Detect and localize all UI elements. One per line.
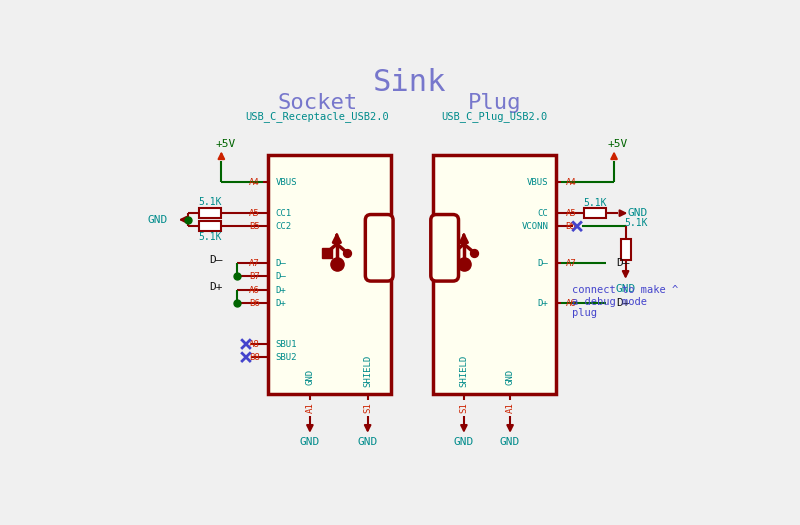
Text: CC2: CC2 — [275, 222, 291, 231]
Text: CC: CC — [538, 208, 549, 218]
Text: 5.1K: 5.1K — [625, 218, 648, 228]
Text: SHIELD: SHIELD — [459, 355, 469, 387]
Bar — [199, 208, 221, 218]
Text: SBU1: SBU1 — [275, 340, 297, 349]
Text: A6: A6 — [249, 286, 260, 295]
FancyBboxPatch shape — [366, 215, 393, 281]
Text: USB_C_Receptacle_USB2.0: USB_C_Receptacle_USB2.0 — [246, 111, 390, 122]
Text: A7: A7 — [566, 259, 576, 268]
Text: GND: GND — [358, 437, 378, 447]
Text: B6: B6 — [249, 299, 260, 308]
Text: A4: A4 — [249, 178, 260, 187]
Text: D–: D– — [616, 258, 630, 268]
Text: D+: D+ — [538, 299, 549, 308]
Text: Sink: Sink — [374, 68, 446, 97]
Text: a debug mode: a debug mode — [572, 297, 646, 307]
Text: B5: B5 — [249, 222, 260, 231]
Text: D–: D– — [275, 259, 286, 268]
Text: B7: B7 — [249, 272, 260, 281]
Bar — [199, 221, 221, 231]
Bar — [584, 208, 606, 218]
Text: D–: D– — [538, 259, 549, 268]
Text: GND: GND — [454, 437, 474, 447]
Text: GND: GND — [615, 285, 636, 295]
Text: B5: B5 — [566, 222, 576, 231]
Text: 5.1K: 5.1K — [583, 198, 606, 208]
Text: 5.1K: 5.1K — [198, 197, 222, 207]
Text: GND: GND — [300, 437, 320, 447]
Text: 5.1K: 5.1K — [198, 232, 222, 242]
Bar — [267, 155, 390, 394]
Text: VBUS: VBUS — [527, 178, 549, 187]
Text: A6: A6 — [566, 299, 576, 308]
Text: GND: GND — [500, 437, 520, 447]
Text: A8: A8 — [249, 340, 260, 349]
Text: CC1: CC1 — [275, 208, 291, 218]
Text: S1: S1 — [363, 403, 372, 413]
Text: A1: A1 — [306, 403, 314, 413]
Text: A4: A4 — [566, 178, 576, 187]
Text: D+: D+ — [275, 286, 286, 295]
Bar — [621, 238, 630, 260]
Bar — [433, 155, 556, 394]
Text: B8: B8 — [249, 353, 260, 362]
Text: VCONN: VCONN — [522, 222, 549, 231]
Text: connect to make ^: connect to make ^ — [572, 285, 678, 295]
Text: D+: D+ — [275, 299, 286, 308]
Text: USB_C_Plug_USB2.0: USB_C_Plug_USB2.0 — [442, 111, 548, 122]
Text: +5V: +5V — [608, 139, 628, 149]
Text: D–: D– — [275, 272, 286, 281]
Text: VBUS: VBUS — [275, 178, 297, 187]
Text: Plug: Plug — [468, 93, 522, 113]
Text: A1: A1 — [506, 403, 514, 413]
Text: D+: D+ — [616, 298, 630, 308]
Text: A5: A5 — [249, 208, 260, 218]
Text: D+: D+ — [210, 282, 223, 292]
Text: D–: D– — [210, 255, 223, 265]
FancyBboxPatch shape — [430, 215, 458, 281]
Text: A7: A7 — [249, 259, 260, 268]
Text: plug: plug — [572, 308, 597, 318]
Text: +5V: +5V — [215, 139, 235, 149]
Text: GND: GND — [148, 215, 168, 225]
Text: GND: GND — [306, 369, 314, 385]
Text: GND: GND — [628, 208, 648, 218]
Text: A5: A5 — [566, 208, 576, 218]
Text: SBU2: SBU2 — [275, 353, 297, 362]
Text: SHIELD: SHIELD — [363, 355, 372, 387]
Text: GND: GND — [506, 369, 514, 385]
Text: S1: S1 — [459, 403, 469, 413]
Text: Socket: Socket — [278, 93, 358, 113]
